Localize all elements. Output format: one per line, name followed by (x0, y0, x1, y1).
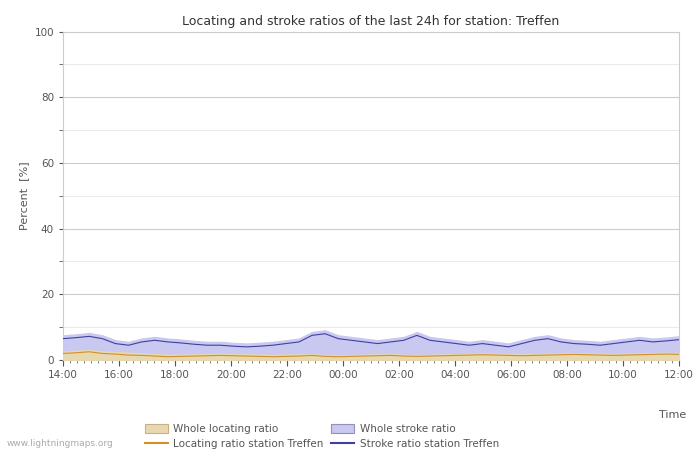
Legend: Whole locating ratio, Locating ratio station Treffen, Whole stroke ratio, Stroke: Whole locating ratio, Locating ratio sta… (141, 420, 503, 450)
Text: www.lightningmaps.org: www.lightningmaps.org (7, 439, 113, 448)
Title: Locating and stroke ratios of the last 24h for station: Treffen: Locating and stroke ratios of the last 2… (183, 14, 559, 27)
Text: Time: Time (659, 410, 686, 419)
Y-axis label: Percent  [%]: Percent [%] (19, 162, 29, 230)
